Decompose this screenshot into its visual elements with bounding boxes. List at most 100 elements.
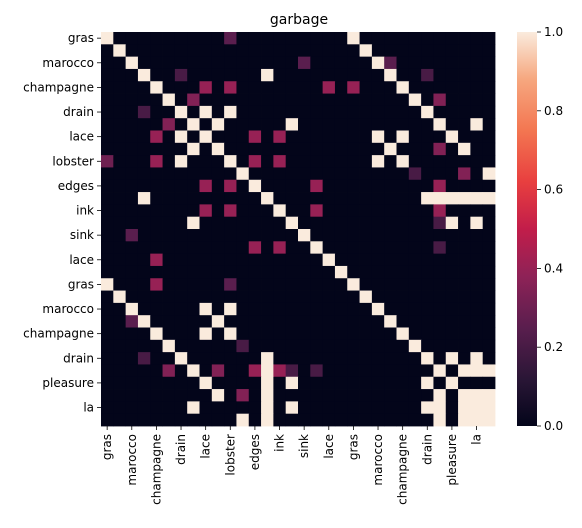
heatmap-cell	[248, 278, 262, 291]
heatmap-cell	[421, 241, 434, 255]
heatmap-cell	[162, 68, 176, 82]
heatmap-cell	[359, 241, 373, 255]
heatmap-cell	[125, 352, 139, 365]
heatmap-cell	[224, 32, 237, 45]
heatmap-cell	[298, 376, 311, 390]
heatmap-cell	[273, 364, 287, 378]
heatmap-cell	[322, 413, 336, 427]
heatmap-cell	[482, 105, 496, 119]
heatmap-cell	[273, 68, 287, 82]
heatmap-cell	[334, 352, 348, 365]
heatmap-cell	[384, 413, 397, 427]
heatmap-cell	[347, 68, 360, 82]
heatmap-cell	[248, 56, 262, 70]
heatmap-cell	[433, 253, 447, 267]
heatmap-cell	[408, 278, 422, 291]
heatmap-cell	[236, 253, 250, 267]
heatmap-cell	[470, 339, 484, 353]
heatmap-cell	[125, 81, 139, 94]
heatmap-cell	[322, 339, 336, 353]
heatmap-cell	[433, 401, 447, 415]
heatmap-cell	[101, 192, 114, 205]
chart-title: garbage	[270, 12, 328, 28]
heatmap-cell	[445, 179, 459, 193]
heatmap-cell	[285, 105, 299, 119]
heatmap-cell	[199, 130, 213, 144]
heatmap-cell	[236, 315, 250, 328]
heatmap-cell	[458, 179, 471, 193]
heatmap-cell	[347, 204, 360, 218]
heatmap-cell	[224, 302, 237, 316]
heatmap-cell	[458, 56, 471, 70]
heatmap-cell	[421, 376, 434, 390]
heatmap-cell	[298, 302, 311, 316]
heatmap-cell	[101, 327, 114, 341]
heatmap-cell	[359, 413, 373, 427]
heatmap-cell	[433, 118, 447, 131]
heatmap-cell	[421, 216, 434, 230]
heatmap-cell	[261, 389, 274, 402]
heatmap-cell	[150, 265, 163, 279]
heatmap-cell	[273, 44, 287, 58]
heatmap-cell	[347, 44, 360, 58]
heatmap-cell	[199, 44, 213, 58]
heatmap-cell	[433, 93, 447, 107]
column-tick-label: sink	[297, 434, 311, 458]
heatmap-cell	[285, 142, 299, 156]
heatmap-cell	[137, 265, 151, 279]
heatmap-cell	[347, 93, 360, 107]
heatmap-cell	[433, 290, 447, 304]
heatmap-cell	[285, 167, 299, 181]
heatmap-cell	[359, 278, 373, 291]
heatmap-cell	[113, 389, 127, 402]
heatmap-cell	[273, 93, 287, 107]
heatmap-cell	[421, 81, 434, 94]
heatmap-cell	[445, 278, 459, 291]
heatmap-cell	[359, 253, 373, 267]
heatmap-cell	[482, 253, 496, 267]
heatmap-cell	[421, 265, 434, 279]
heatmap-cell	[421, 179, 434, 193]
heatmap-cell	[125, 302, 139, 316]
heatmap-cell	[433, 364, 447, 378]
heatmap-cell	[101, 118, 114, 131]
heatmap-cell	[421, 302, 434, 316]
heatmap-cell	[347, 352, 360, 365]
heatmap-cell	[458, 93, 471, 107]
heatmap-cell	[101, 44, 114, 58]
heatmap-cell	[396, 253, 410, 267]
heatmap-cell	[113, 413, 127, 427]
heatmap-cell	[187, 155, 200, 168]
heatmap-cell	[482, 278, 496, 291]
heatmap-cell	[248, 192, 262, 205]
heatmap-cell	[322, 142, 336, 156]
colorbar-tick-label: 0.0	[544, 419, 563, 433]
heatmap-cell	[199, 364, 213, 378]
heatmap-cell	[445, 192, 459, 205]
heatmap-cell	[298, 229, 311, 242]
heatmap-cell	[211, 339, 225, 353]
heatmap-cell	[285, 118, 299, 131]
heatmap-cell	[211, 216, 225, 230]
heatmap-cell	[371, 327, 385, 341]
heatmap-cell	[236, 229, 250, 242]
heatmap-cell	[199, 290, 213, 304]
heatmap-cell	[236, 302, 250, 316]
heatmap-cell	[174, 192, 188, 205]
heatmap-cell	[113, 105, 127, 119]
heatmap-cell	[310, 155, 324, 168]
heatmap-cell	[298, 179, 311, 193]
heatmap-cell	[433, 105, 447, 119]
heatmap-cell	[199, 339, 213, 353]
heatmap-cell	[187, 32, 200, 45]
heatmap-cell	[347, 290, 360, 304]
column-tick-label: pleasure	[445, 434, 459, 486]
heatmap-cell	[261, 327, 274, 341]
heatmap-cell	[458, 290, 471, 304]
heatmap-cell	[482, 413, 496, 427]
heatmap-cell	[298, 339, 311, 353]
heatmap-cell	[421, 278, 434, 291]
heatmap-cell	[470, 32, 484, 45]
heatmap-cell	[433, 44, 447, 58]
row-tick-label: ink	[76, 204, 94, 218]
